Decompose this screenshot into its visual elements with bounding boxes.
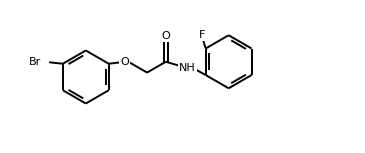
Text: F: F [199, 30, 205, 40]
Text: NH: NH [179, 63, 196, 73]
Text: Br: Br [29, 57, 41, 67]
Text: O: O [161, 31, 170, 41]
Text: O: O [120, 57, 129, 67]
